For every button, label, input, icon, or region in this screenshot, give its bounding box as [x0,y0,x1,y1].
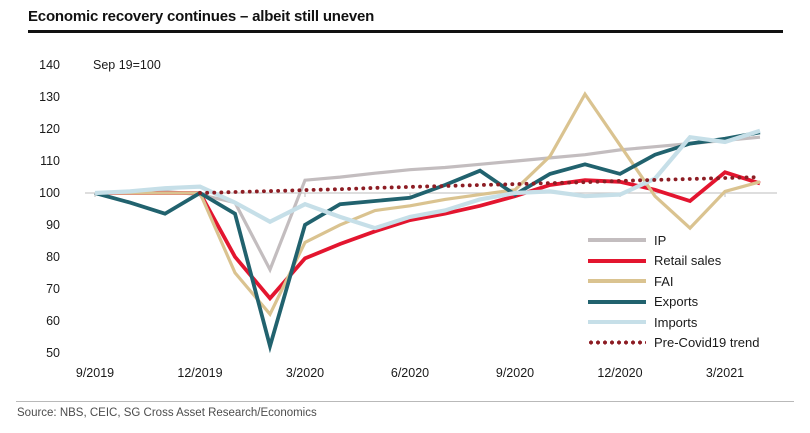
legend-label: IP [654,232,667,248]
legend-line-swatch [588,238,646,243]
legend-line-swatch [588,320,646,325]
series-line-imports [94,128,761,231]
legend-dotted-line-swatch [588,340,646,346]
y-tick-label: 120 [39,122,60,137]
y-tick-label: 110 [40,154,60,169]
legend-item: Pre-Covid19 trend [588,333,760,354]
legend-line-swatch [588,279,646,284]
index-note: Sep 19=100 [93,58,161,72]
y-tick-label: 100 [39,186,60,200]
footer-rule [16,401,794,402]
y-tick-label: 60 [46,313,60,328]
legend-label: Imports [654,314,698,330]
y-tick-label: 90 [46,217,60,232]
y-tick-label: 80 [46,249,60,264]
x-tick-label: 12/2020 [597,366,643,380]
y-tick-label: 70 [46,281,60,296]
legend-label: Exports [654,294,699,310]
legend-item: FAI [588,271,760,292]
series-line-pre-covid19-trend [198,175,762,195]
series-line-exports [94,130,761,354]
y-tick-label: 130 [39,90,60,105]
y-tick-label: 50 [46,345,60,360]
chart-title: Economic recovery continues – albeit sti… [28,8,375,25]
legend-item: Exports [588,292,760,313]
legend-line-swatch [588,299,646,304]
x-tick-label: 3/2021 [705,366,745,380]
legend-label: FAI [654,273,674,289]
source-note: Source: NBS, CEIC, SG Cross Asset Resear… [17,407,317,419]
series-line-fai [95,91,761,318]
chart-legend: IP Retail sales FAI Exports Imports Pre-Covid… [588,230,760,353]
title-rule [28,30,783,33]
legend-label: Pre-Covid19 trend [654,335,760,351]
legend-item: IP [588,230,760,251]
legend-item: Imports [588,312,760,333]
legend-label: Retail sales [654,253,722,269]
x-tick-label: 9/2019 [75,366,115,380]
x-tick-label: 3/2020 [285,366,325,380]
x-tick-label: 6/2020 [390,366,430,380]
legend-item: Retail sales [588,251,760,272]
x-tick-label: 9/2020 [495,366,535,380]
legend-line-swatch [588,258,646,263]
x-tick-label: 12/2019 [177,366,223,380]
y-tick-label: 140 [39,58,60,73]
